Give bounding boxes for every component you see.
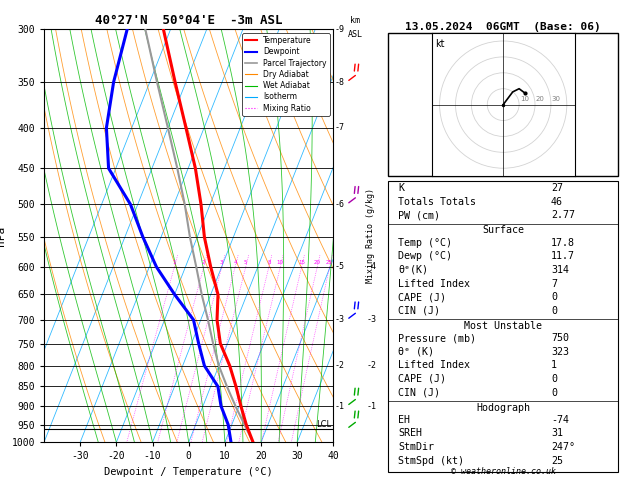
- Text: 5: 5: [244, 260, 247, 265]
- Text: 0: 0: [551, 306, 557, 316]
- Text: 10: 10: [277, 260, 284, 265]
- Text: 13.05.2024  06GMT  (Base: 06): 13.05.2024 06GMT (Base: 06): [405, 21, 601, 32]
- Text: Totals Totals: Totals Totals: [398, 197, 476, 207]
- Text: Mixing Ratio (g/kg): Mixing Ratio (g/kg): [366, 188, 376, 283]
- Text: 1: 1: [172, 260, 176, 265]
- Text: Lifted Index: Lifted Index: [398, 278, 470, 289]
- Text: PW (cm): PW (cm): [398, 210, 440, 220]
- Text: Temp (°C): Temp (°C): [398, 238, 452, 248]
- Text: 314: 314: [551, 265, 569, 275]
- Text: Dewp (°C): Dewp (°C): [398, 251, 452, 261]
- Text: Pressure (mb): Pressure (mb): [398, 333, 476, 343]
- Text: 10: 10: [520, 96, 529, 103]
- Text: km: km: [350, 16, 360, 25]
- Text: 46: 46: [551, 197, 563, 207]
- Text: -2: -2: [335, 361, 345, 370]
- Text: -2: -2: [367, 361, 377, 370]
- Text: 15: 15: [298, 260, 305, 265]
- Text: -1: -1: [367, 401, 377, 411]
- Text: 7: 7: [551, 278, 557, 289]
- Text: 31: 31: [551, 429, 563, 438]
- Y-axis label: hPa: hPa: [0, 226, 6, 246]
- Text: K: K: [398, 183, 404, 193]
- Text: -74: -74: [551, 415, 569, 425]
- Bar: [389, 181, 618, 471]
- Text: θᵉ(K): θᵉ(K): [398, 265, 428, 275]
- Text: -5: -5: [335, 262, 345, 272]
- Text: 25: 25: [326, 260, 333, 265]
- Text: -4: -4: [367, 262, 377, 272]
- X-axis label: Dewpoint / Temperature (°C): Dewpoint / Temperature (°C): [104, 467, 273, 477]
- Text: 3: 3: [220, 260, 223, 265]
- Text: CIN (J): CIN (J): [398, 387, 440, 398]
- Text: 30: 30: [552, 96, 560, 103]
- Text: CIN (J): CIN (J): [398, 306, 440, 316]
- Text: StmDir: StmDir: [398, 442, 434, 452]
- Text: CAPE (J): CAPE (J): [398, 292, 446, 302]
- Text: 1: 1: [551, 360, 557, 370]
- Text: EH: EH: [398, 415, 410, 425]
- Text: © weatheronline.co.uk: © weatheronline.co.uk: [451, 467, 555, 476]
- Text: 20: 20: [536, 96, 545, 103]
- Text: LCL: LCL: [316, 420, 331, 429]
- Text: CAPE (J): CAPE (J): [398, 374, 446, 384]
- Bar: [389, 33, 618, 176]
- Text: 0: 0: [551, 292, 557, 302]
- Text: 4: 4: [233, 260, 237, 265]
- Text: StmSpd (kt): StmSpd (kt): [398, 456, 464, 466]
- Text: 20: 20: [314, 260, 321, 265]
- Text: 0: 0: [551, 374, 557, 384]
- Text: -3: -3: [335, 315, 345, 324]
- Title: 40°27'N  50°04'E  -3m ASL: 40°27'N 50°04'E -3m ASL: [95, 14, 282, 27]
- Text: 2.77: 2.77: [551, 210, 575, 220]
- Text: -8: -8: [335, 78, 345, 87]
- Text: 0: 0: [551, 387, 557, 398]
- Text: Surface: Surface: [482, 226, 524, 235]
- Text: 17.8: 17.8: [551, 238, 575, 248]
- Legend: Temperature, Dewpoint, Parcel Trajectory, Dry Adiabat, Wet Adiabat, Isotherm, Mi: Temperature, Dewpoint, Parcel Trajectory…: [242, 33, 330, 116]
- Text: θᵉ (K): θᵉ (K): [398, 347, 434, 357]
- Text: kt: kt: [435, 39, 444, 50]
- Text: 8: 8: [267, 260, 270, 265]
- Text: 11.7: 11.7: [551, 251, 575, 261]
- Text: -1: -1: [335, 401, 345, 411]
- Text: SREH: SREH: [398, 429, 422, 438]
- Text: 323: 323: [551, 347, 569, 357]
- Text: 247°: 247°: [551, 442, 575, 452]
- Text: Most Unstable: Most Unstable: [464, 321, 542, 331]
- Text: -9: -9: [335, 25, 345, 34]
- Text: -3: -3: [367, 315, 377, 324]
- Text: Lifted Index: Lifted Index: [398, 360, 470, 370]
- Text: 25: 25: [551, 456, 563, 466]
- Text: 750: 750: [551, 333, 569, 343]
- Text: Hodograph: Hodograph: [476, 402, 530, 413]
- Text: ASL: ASL: [348, 31, 363, 39]
- Text: 2: 2: [202, 260, 206, 265]
- Text: 27: 27: [551, 183, 563, 193]
- Text: -7: -7: [335, 123, 345, 132]
- Text: -6: -6: [335, 200, 345, 209]
